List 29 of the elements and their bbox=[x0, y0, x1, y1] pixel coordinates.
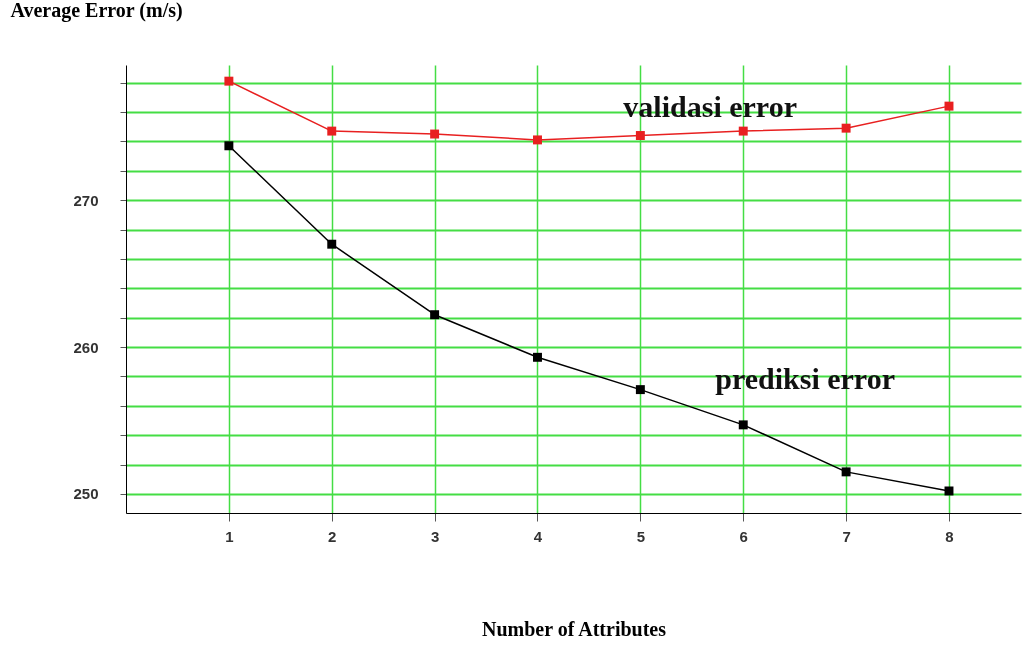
point bbox=[841, 123, 851, 133]
point bbox=[533, 135, 542, 145]
x-axis-title: Number of Attributes bbox=[481, 617, 667, 640]
point bbox=[327, 126, 337, 136]
y-axis-title: Average Error (m/s) bbox=[10, 0, 183, 22]
y-tick-label: 270 bbox=[73, 191, 99, 209]
point bbox=[430, 129, 440, 139]
point bbox=[224, 76, 234, 86]
point bbox=[224, 141, 234, 151]
x-tick-label: 4 bbox=[533, 527, 543, 545]
x-tick-label: 7 bbox=[842, 527, 851, 545]
point bbox=[944, 486, 954, 496]
point bbox=[738, 420, 748, 430]
y-tick-label: 250 bbox=[73, 485, 99, 503]
point bbox=[533, 352, 542, 362]
x-tick-label: 2 bbox=[328, 527, 337, 545]
point bbox=[841, 467, 851, 477]
point bbox=[738, 126, 748, 136]
point bbox=[327, 239, 337, 249]
point bbox=[635, 131, 645, 140]
y-tick-label: 260 bbox=[73, 338, 99, 356]
x-tick-label: 5 bbox=[636, 527, 646, 545]
x-tick-label: 1 bbox=[225, 527, 234, 545]
point bbox=[635, 385, 645, 395]
point bbox=[430, 310, 440, 320]
x-tick-label: 8 bbox=[945, 527, 954, 545]
point bbox=[944, 101, 954, 111]
x-tick-label: 3 bbox=[430, 527, 440, 545]
x-tick-label: 6 bbox=[739, 527, 748, 545]
